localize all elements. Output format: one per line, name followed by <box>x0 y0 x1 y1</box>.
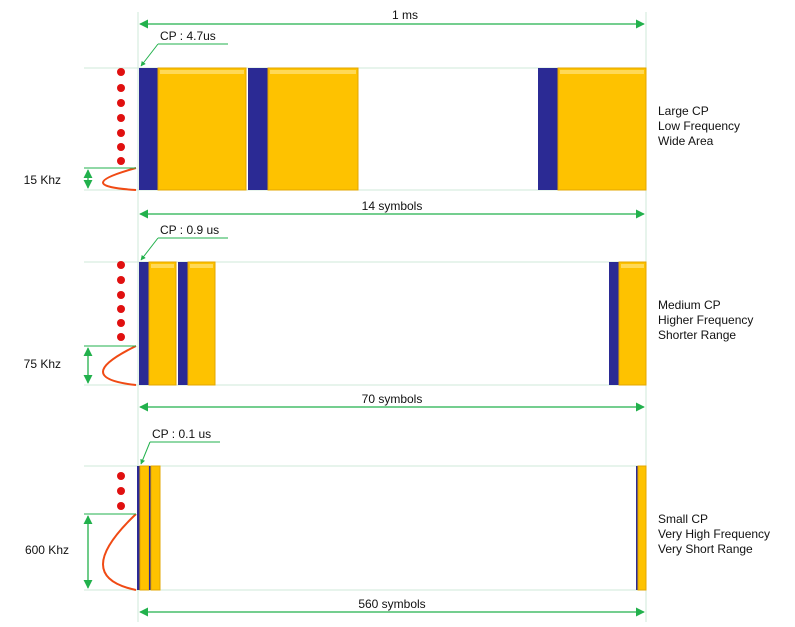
subcarrier-spectrum-curve <box>102 513 137 591</box>
subcarrier-dot <box>117 472 125 480</box>
numerology-description-line: Very Short Range <box>658 542 753 556</box>
ofdm-symbol-block <box>150 465 161 591</box>
symbol-highlight <box>160 70 244 74</box>
ofdm-symbol-block <box>148 261 177 386</box>
cyclic-prefix-block <box>248 68 268 190</box>
cyclic-prefix-label: CP : 0.1 us <box>152 427 211 441</box>
cyclic-prefix-block <box>538 68 558 190</box>
ofdm-symbol-block <box>139 465 150 591</box>
numerology-description-line: Small CP <box>658 512 708 526</box>
subcarrier-spacing-label: 15 Khz <box>24 173 61 187</box>
cyclic-prefix-block <box>609 262 619 385</box>
subcarrier-dot <box>117 114 125 122</box>
cyclic-prefix-block <box>178 262 188 385</box>
subcarrier-spacing-label: 600 Khz <box>25 543 69 557</box>
subcarrier-dot <box>117 333 125 341</box>
subcarrier-dot <box>117 502 125 510</box>
subcarrier-dot <box>117 319 125 327</box>
cyclic-prefix-block <box>636 466 638 590</box>
cp-pointer-arrow <box>140 43 159 67</box>
symbol-highlight <box>560 70 644 74</box>
symbols-count-label: 560 symbols <box>358 597 425 611</box>
subcarrier-dot <box>117 276 125 284</box>
numerology-description-line: Shorter Range <box>658 328 736 342</box>
numerology-description-line: Medium CP <box>658 298 721 312</box>
cyclic-prefix-block <box>137 466 140 590</box>
numerology-description-line: Higher Frequency <box>658 313 753 327</box>
ofdm-symbol-block <box>637 465 647 591</box>
subcarrier-dot <box>117 291 125 299</box>
ofdm-symbol-block <box>157 67 247 191</box>
numerology-description-line: Wide Area <box>658 134 714 148</box>
symbol-highlight <box>151 264 174 268</box>
subcarrier-dot <box>117 305 125 313</box>
subcarrier-dot <box>117 157 125 165</box>
subcarrier-dot <box>117 68 125 76</box>
subcarrier-dot <box>117 143 125 151</box>
cyclic-prefix-label: CP : 4.7us <box>160 29 216 43</box>
numerology-description-line: Low Frequency <box>658 119 740 133</box>
numerology-description-line: Very High Frequency <box>658 527 770 541</box>
symbols-count-label: 70 symbols <box>362 392 423 406</box>
numerology-description-line: Large CP <box>658 104 709 118</box>
panel-2: 75 Khz CP : 0.9 us 70 symbols Medium CPHigh… <box>24 223 753 412</box>
subcarrier-dot <box>117 99 125 107</box>
subcarrier-spectrum-curve <box>102 167 137 191</box>
ofdm-symbol-block <box>267 67 359 191</box>
subcarrier-spectrum-curve <box>102 345 137 386</box>
ofdm-symbol-block <box>187 261 216 386</box>
ofdm-symbol-block <box>618 261 647 386</box>
subcarrier-dot <box>117 129 125 137</box>
symbol-highlight <box>270 70 356 74</box>
ofdm-symbol-block <box>557 67 647 191</box>
subcarrier-dot <box>117 487 125 495</box>
subcarrier-dot <box>117 261 125 269</box>
symbol-highlight <box>621 264 644 268</box>
cyclic-prefix-block <box>139 262 149 385</box>
symbol-highlight <box>190 264 213 268</box>
cyclic-prefix-block <box>139 68 158 190</box>
cyclic-prefix-label: CP : 0.9 us <box>160 223 219 237</box>
cp-pointer-arrow <box>140 237 159 261</box>
cyclic-prefix-block <box>149 466 151 590</box>
symbols-count-label: 14 symbols <box>362 199 423 213</box>
subcarrier-dot <box>117 84 125 92</box>
frame-duration-label: 1 ms <box>392 8 418 22</box>
subcarrier-spacing-label: 75 Khz <box>24 357 61 371</box>
cp-pointer-arrow <box>140 441 151 465</box>
